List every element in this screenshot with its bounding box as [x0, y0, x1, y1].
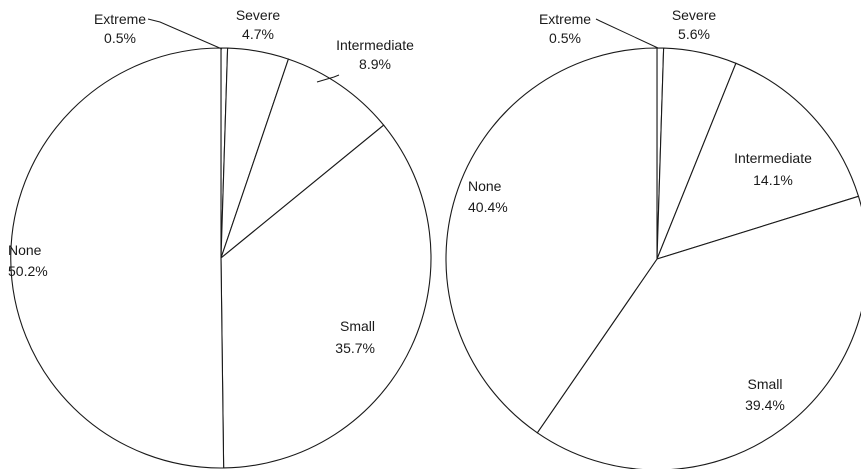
slice-label-intermediate: Intermediate — [734, 150, 812, 166]
slice-value-extreme: 0.5% — [549, 30, 581, 46]
pie-slice-small — [536, 195, 861, 469]
slice-value-intermediate: 8.9% — [359, 56, 391, 72]
slice-value-small: 35.7% — [335, 340, 375, 356]
pie-slice-small — [220, 124, 432, 469]
pie-chart-2: Extreme 0.5% Severe 5.6% Intermediate 14.1% Sm… — [445, 7, 861, 469]
pie-slice-intermediate — [656, 62, 860, 260]
slice-value-severe: 4.7% — [242, 26, 274, 42]
slice-label-extreme: Extreme — [539, 11, 591, 27]
slice-label-small: Small — [747, 376, 782, 392]
leader-line-extreme — [595, 18, 659, 49]
pie-slice-intermediate — [219, 58, 385, 260]
slice-label-none: None — [8, 242, 42, 258]
slice-label-severe: Severe — [236, 7, 281, 23]
slice-value-intermediate: 14.1% — [753, 172, 793, 188]
slice-label-small: Small — [340, 318, 375, 334]
pie-slice-none — [445, 47, 658, 434]
slice-value-severe: 5.6% — [678, 26, 710, 42]
slice-label-none: None — [468, 178, 502, 194]
slice-value-small: 39.4% — [745, 397, 785, 413]
leader-line-extreme — [147, 18, 223, 50]
slice-value-extreme: 0.5% — [104, 30, 136, 46]
slice-value-none: 50.2% — [8, 263, 48, 279]
leader-line-intermediate — [316, 74, 340, 83]
slice-value-none: 40.4% — [468, 199, 508, 215]
slice-label-severe: Severe — [672, 7, 717, 23]
pie-slice-none — [10, 47, 225, 469]
pie-chart-1: Extreme 0.5% Severe 4.7% Intermediate 8.9% Sma… — [8, 7, 432, 469]
slice-label-extreme: Extreme — [94, 11, 146, 27]
slice-label-intermediate: Intermediate — [336, 37, 414, 53]
